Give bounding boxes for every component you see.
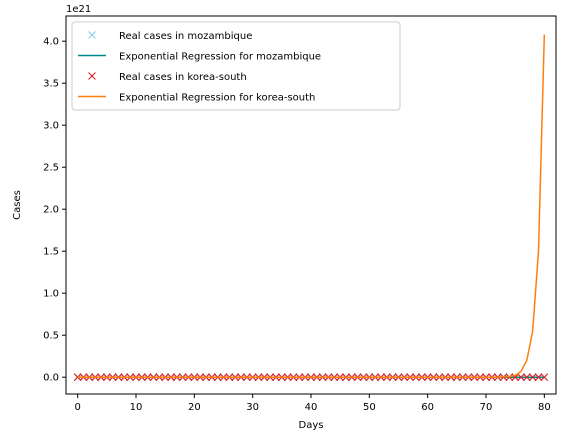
legend-label: Exponential Regression for korea-south <box>119 93 315 104</box>
data-point-series-2 <box>528 373 537 382</box>
x-tick-label: 80 <box>538 402 551 413</box>
series-line-3 <box>77 34 546 378</box>
data-point-series-2 <box>540 373 549 382</box>
legend-box <box>71 21 401 111</box>
y-tick-label: 0.5 <box>43 331 59 342</box>
x-tick-label: 70 <box>480 402 493 413</box>
y-tick-label: 1.0 <box>43 289 59 300</box>
y-tick-label: 3.5 <box>43 79 59 90</box>
x-tick-label: 30 <box>246 402 259 413</box>
legend-label: Exponential Regression for mozambique <box>119 52 321 63</box>
data-point-series-2 <box>517 373 525 382</box>
ticks-layer: 0 10 20 30 40 50 60 70 80 0.0 0.5 1.0 1.5 2.0 2.5 3.0 3.… <box>43 37 551 413</box>
x-axis-label: Days <box>299 420 324 431</box>
x-tick-label: 50 <box>363 402 376 413</box>
legend-marker <box>88 31 96 39</box>
y-tick-label: 0.0 <box>43 373 59 384</box>
y-tick-label: 1.5 <box>43 247 59 258</box>
legend-label: Real cases in korea-south <box>119 72 247 83</box>
x-tick-label: 0 <box>74 402 80 413</box>
data-point-series-2 <box>534 373 543 382</box>
y-tick-label: 2.5 <box>43 163 59 174</box>
y-tick-label: 2.0 <box>43 205 59 216</box>
data-point-series-2 <box>73 373 82 382</box>
legend-label: Real cases in mozambique <box>119 31 252 42</box>
y-tick-label: 4.0 <box>43 37 59 48</box>
x-tick-label: 10 <box>130 402 143 413</box>
legend: Real cases in mozambique Exponential Regr… <box>71 21 401 111</box>
legend-marker <box>88 72 96 80</box>
x-tick-label: 60 <box>421 402 434 413</box>
y-tick-label: 3.0 <box>43 121 59 132</box>
data-point-series-2 <box>522 373 531 382</box>
x-tick-label: 40 <box>305 402 318 413</box>
plot-layer <box>73 34 549 382</box>
x-tick-label: 20 <box>188 402 201 413</box>
y-axis-label: Cases <box>12 190 23 220</box>
y-offset-label: 1e21 <box>66 4 91 15</box>
data-point-series-2 <box>511 373 520 382</box>
